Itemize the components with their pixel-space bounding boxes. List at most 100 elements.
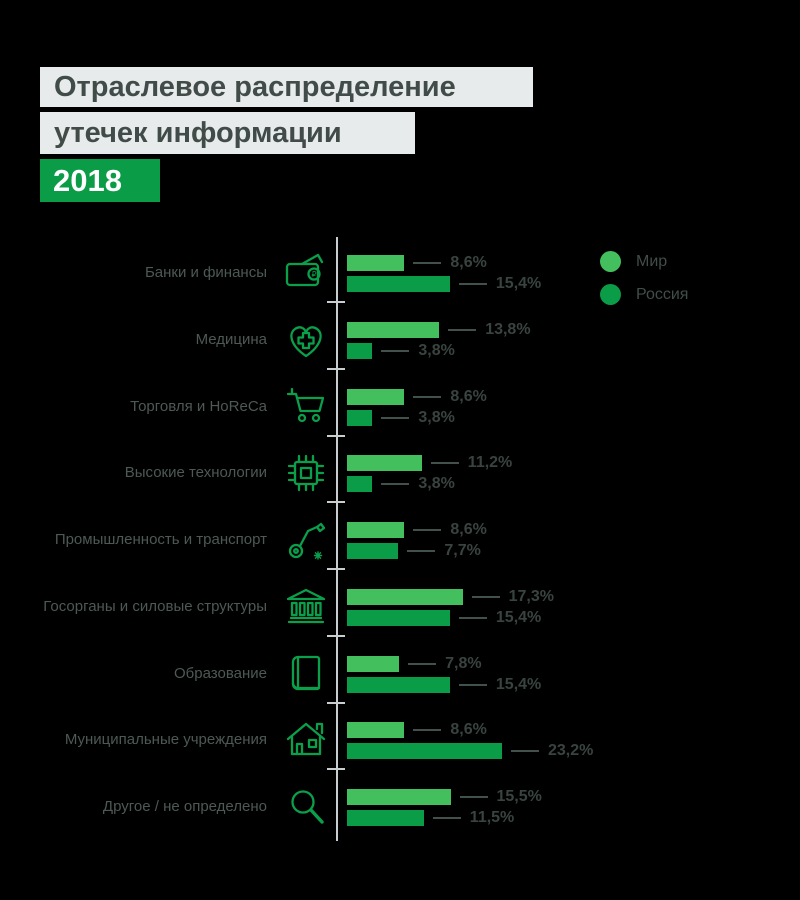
world-bar [347, 522, 405, 538]
chip-icon [284, 451, 328, 495]
category-label: Медицина [195, 331, 267, 348]
axis-tick [327, 435, 345, 437]
category-label: Промышленность и транспорт [54, 531, 267, 548]
world-value: 8,6% [450, 721, 487, 738]
russia-bar [347, 610, 450, 626]
chart-row: Госорганы и силовые структуры 17,3% 15,4… [0, 588, 800, 629]
leader-line [413, 729, 442, 731]
chart-row: Торговля и HoReCa 8,6% 3,8% [0, 387, 800, 429]
world-value: 8,6% [450, 521, 487, 538]
russia-value: 3,8% [418, 475, 455, 492]
world-value: 8,6% [450, 388, 487, 405]
leader-line [413, 396, 442, 398]
book-icon [284, 652, 328, 696]
axis-tick [327, 501, 345, 503]
russia-value: 11,5% [469, 809, 515, 826]
world-value: 17,3% [508, 588, 554, 605]
chart-row: Высокие технологии 11,2% 3,8% [0, 454, 800, 495]
world-value: 8,6% [450, 254, 487, 271]
leader-line [430, 462, 459, 464]
russia-value: 7,7% [444, 542, 481, 559]
leader-line [432, 817, 461, 819]
leader-line [458, 283, 487, 285]
leader-line [408, 663, 437, 665]
russia-bar [347, 543, 399, 559]
title-line-1: Отраслевое распределение [40, 67, 533, 107]
russia-bar [347, 743, 502, 759]
world-legend-dot [600, 251, 621, 272]
title-line-2: утечек информации [40, 112, 415, 154]
world-value: 13,8% [485, 321, 531, 338]
chart-row: Промышленность и транспорт 8,6% 7,7% [0, 521, 800, 562]
russia-legend-dot [600, 284, 621, 305]
category-label: Торговля и HoReCa [130, 398, 267, 415]
world-bar [347, 722, 405, 738]
chart-row: Медицина 13,8% 3,8% [0, 321, 800, 362]
chart-row: Другое / не определено 15,5% 11,5% [0, 788, 800, 829]
world-value: 7,8% [445, 655, 482, 672]
legend-item-world: Мир [600, 251, 688, 272]
category-label: Госорганы и силовые структуры [43, 598, 267, 615]
magnifier-icon [284, 785, 328, 829]
russia-bar [347, 343, 373, 359]
chart-row: Муниципальные учреждения 8,6% 23,2% [0, 721, 800, 762]
leader-line [458, 617, 487, 619]
medical-heart-icon [284, 318, 328, 362]
robot-arm-icon [284, 518, 328, 562]
category-label: Высокие технологии [124, 464, 267, 481]
russia-legend-label: Россия [636, 285, 689, 303]
leader-line [459, 796, 488, 798]
axis-tick [327, 368, 345, 370]
axis-tick [327, 301, 345, 303]
leader-line [448, 329, 477, 331]
axis-line [336, 237, 338, 841]
leader-line [407, 550, 436, 552]
russia-value: 15,4% [495, 676, 542, 693]
category-label: Другое / не определено [102, 798, 267, 815]
axis-tick [327, 768, 345, 770]
leader-line [511, 750, 539, 752]
russia-bar [347, 276, 450, 292]
russia-value: 3,8% [418, 409, 455, 426]
russia-value: 23,2% [548, 742, 594, 759]
category-label: Образование [174, 665, 267, 682]
axis-tick [327, 635, 345, 637]
russia-value: 15,4% [495, 275, 542, 292]
world-bar [347, 455, 422, 471]
leader-line [413, 529, 442, 531]
russia-bar [347, 476, 373, 492]
world-legend-label: Мир [636, 252, 668, 270]
world-bar [347, 656, 400, 672]
house-icon [284, 718, 328, 762]
leader-line [458, 684, 487, 686]
world-bar [347, 589, 463, 605]
svg-text:₽: ₽ [311, 270, 316, 279]
world-bar [347, 789, 451, 805]
leader-line [471, 596, 500, 598]
legend: Мир Россия [600, 251, 688, 317]
category-label: Банки и финансы [144, 264, 267, 281]
russia-value: 3,8% [418, 342, 455, 359]
legend-item-russia: Россия [600, 284, 688, 305]
world-bar [347, 322, 440, 338]
russia-bar [347, 410, 373, 426]
world-value: 15,5% [496, 788, 542, 805]
world-bar [347, 389, 405, 405]
world-value: 11,2% [467, 454, 513, 471]
russia-bar [347, 810, 424, 826]
leader-line [381, 417, 410, 419]
russia-value: 15,4% [495, 609, 542, 626]
axis-tick [327, 702, 345, 704]
wallet-icon: ₽ [284, 251, 328, 295]
chart-row: Банки и финансы ₽ 8,6% 15,4% [0, 253, 800, 295]
leader-line [381, 483, 410, 485]
category-label: Муниципальные учреждения [64, 731, 267, 748]
leader-line [381, 350, 410, 352]
bank-building-icon [284, 585, 328, 629]
world-bar [347, 255, 405, 271]
year-badge: 2018 [40, 159, 160, 202]
leader-line [413, 262, 442, 264]
axis-tick [327, 568, 345, 570]
shopping-cart-icon [284, 385, 328, 429]
